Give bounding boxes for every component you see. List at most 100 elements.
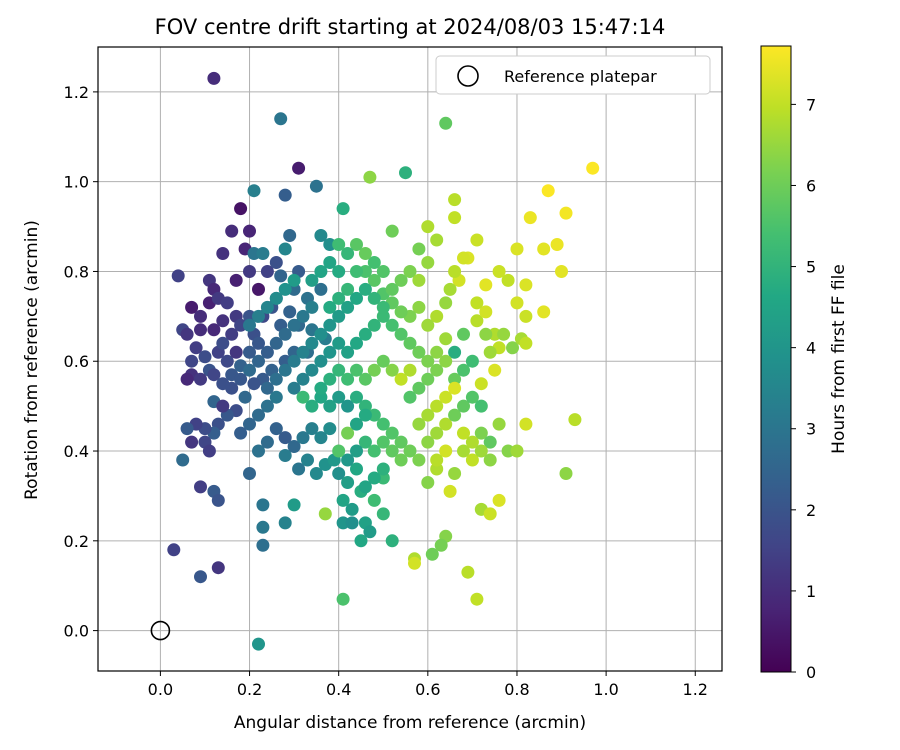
data-point xyxy=(341,399,355,413)
data-point xyxy=(412,273,426,287)
data-point xyxy=(376,309,390,323)
data-point xyxy=(488,327,502,341)
data-point xyxy=(350,265,363,278)
data-point xyxy=(358,327,372,341)
data-point xyxy=(323,238,337,251)
data-point xyxy=(189,341,203,355)
data-point xyxy=(274,112,288,126)
data-point xyxy=(385,363,399,377)
data-point xyxy=(278,363,292,377)
data-point xyxy=(492,493,506,507)
data-point xyxy=(555,265,568,278)
data-point xyxy=(185,435,199,449)
data-point xyxy=(376,435,390,449)
data-point xyxy=(202,444,216,458)
data-point xyxy=(403,363,417,377)
x-tick-label: 0.2 xyxy=(237,680,262,699)
data-point xyxy=(305,300,319,314)
data-point xyxy=(194,480,207,494)
data-point xyxy=(474,444,488,458)
data-point xyxy=(305,399,319,413)
x-tick-label: 0.0 xyxy=(148,680,173,699)
data-point xyxy=(376,300,390,314)
data-point xyxy=(430,426,444,440)
data-point xyxy=(376,417,390,431)
data-point xyxy=(234,426,248,440)
data-point xyxy=(243,417,256,431)
data-point xyxy=(586,161,600,175)
data-point xyxy=(341,372,355,386)
data-point xyxy=(323,318,337,332)
data-point xyxy=(358,399,372,413)
data-point xyxy=(537,305,551,319)
data-point xyxy=(430,309,444,323)
data-point xyxy=(314,327,328,341)
data-point xyxy=(457,327,470,341)
data-point xyxy=(367,363,381,377)
data-point xyxy=(185,300,199,314)
data-point xyxy=(434,538,448,552)
data-point xyxy=(457,444,470,458)
data-point xyxy=(185,354,199,368)
data-point xyxy=(412,417,426,431)
data-point xyxy=(180,372,194,386)
data-point xyxy=(523,211,537,225)
data-point xyxy=(323,422,337,436)
data-point xyxy=(506,341,519,355)
colorbar-tick-label: 5 xyxy=(806,258,816,277)
data-point xyxy=(457,251,470,265)
data-point xyxy=(367,256,381,269)
data-point xyxy=(323,256,337,269)
data-point xyxy=(425,547,439,561)
data-point xyxy=(278,516,292,530)
data-point xyxy=(287,440,301,453)
data-point xyxy=(256,538,270,552)
data-point xyxy=(301,453,314,467)
data-point xyxy=(252,444,265,458)
data-point xyxy=(229,273,243,287)
x-axis-label: Angular distance from reference (arcmin) xyxy=(234,713,586,733)
data-point xyxy=(510,444,524,458)
data-point xyxy=(216,336,230,350)
data-point xyxy=(341,247,355,260)
data-point xyxy=(448,467,462,480)
data-point xyxy=(269,372,283,386)
data-point xyxy=(243,265,256,278)
data-point xyxy=(332,363,346,377)
data-point xyxy=(207,71,221,85)
data-point xyxy=(354,534,368,548)
data-point xyxy=(247,377,261,391)
data-point xyxy=(336,202,350,216)
colorbar-tick-label: 0 xyxy=(806,663,816,682)
data-point xyxy=(336,516,350,530)
data-point xyxy=(305,422,319,436)
colorbar-tick-label: 4 xyxy=(806,339,816,358)
data-point xyxy=(194,309,207,323)
data-point xyxy=(439,390,453,404)
data-point xyxy=(403,444,417,458)
y-tick-label: 0.2 xyxy=(64,532,89,551)
data-point xyxy=(367,444,381,458)
data-point xyxy=(278,188,292,202)
colorbar-tick-label: 3 xyxy=(806,420,816,439)
data-point xyxy=(470,233,484,247)
data-point xyxy=(269,336,283,350)
data-point xyxy=(470,296,484,310)
data-point xyxy=(274,269,288,283)
data-point xyxy=(350,238,363,251)
data-point xyxy=(430,453,444,467)
chart-title: FOV centre drift starting at 2024/08/03 … xyxy=(155,15,666,39)
data-point xyxy=(510,242,524,256)
data-point xyxy=(256,520,270,534)
data-point xyxy=(332,291,346,305)
x-tick-label: 0.6 xyxy=(415,680,440,699)
data-point xyxy=(519,309,533,323)
data-point xyxy=(483,453,497,467)
data-point xyxy=(470,592,484,606)
data-point xyxy=(225,381,239,395)
data-point xyxy=(448,408,462,422)
data-point xyxy=(171,269,185,283)
y-axis-ticks: 0.0 0.2 0.4 0.6 0.8 1.0 1.2 xyxy=(64,83,98,641)
data-point xyxy=(385,318,399,332)
data-point xyxy=(430,399,444,413)
